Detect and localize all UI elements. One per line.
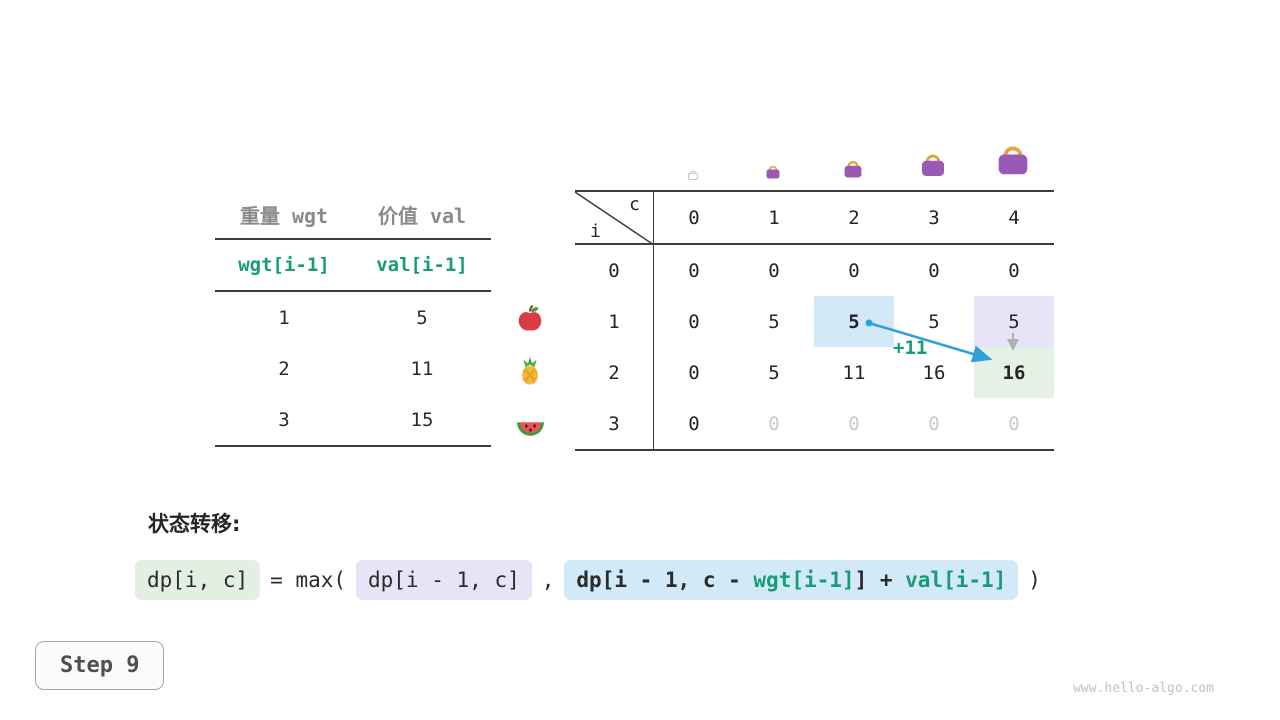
- value-column-header: 价值 val: [377, 203, 467, 228]
- dp-cell-2-2: 11: [842, 361, 866, 384]
- item-row-2: 2 11: [215, 343, 491, 394]
- items-table-subheader: wgt[i-1] val[i-1]: [215, 240, 491, 292]
- state-transition-label: 状态转移:: [148, 512, 241, 536]
- dp-cell-0-3: 0: [928, 259, 940, 282]
- pineapple-icon: [515, 356, 545, 386]
- item-row-1: 1 5: [215, 292, 491, 343]
- dp-cell-3-2: 0: [848, 412, 860, 435]
- bag-icon-capacity-3: [916, 148, 950, 182]
- bag-icon-capacity-2: [840, 156, 866, 182]
- dp-cell-1-0: 0: [688, 310, 700, 333]
- diagonal-divider: [575, 192, 654, 245]
- comma-text: ,: [541, 568, 555, 592]
- item-1-value: 5: [416, 306, 428, 329]
- dp-cell-2-0: 0: [688, 361, 700, 384]
- capacity-bags-row: [575, 128, 1055, 182]
- dp-cell-2-1: 5: [768, 361, 780, 384]
- dp-cell-1-2-source-highlight: 5: [814, 296, 894, 347]
- wgt-term: wgt[i-1]: [753, 568, 855, 592]
- plus-value-annotation: +11: [893, 337, 928, 359]
- dp-cell-2-3: 16: [922, 361, 946, 384]
- dp-col-header-1: 1: [734, 192, 814, 245]
- watermelon-icon: [514, 409, 547, 442]
- dp-col-header-4: 4: [974, 192, 1054, 245]
- item-row-3: 3 15: [215, 394, 491, 445]
- dp-col-header-0: 0: [654, 192, 734, 245]
- dp-current-term: dp[i, c]: [135, 560, 261, 600]
- capacity-axis-label: c: [629, 194, 640, 215]
- dp-row-header-3: 3: [575, 398, 654, 449]
- item-2-weight: 2: [278, 357, 290, 380]
- dp-cell-1-3: 5: [928, 310, 940, 333]
- dp-cell-0-0: 0: [688, 259, 700, 282]
- dp-cell-1-4-compare-highlight: 5: [974, 296, 1054, 347]
- dp-row-header-0: 0: [575, 245, 654, 296]
- step-badge: Step 9: [35, 641, 165, 690]
- wgt-formula-label: wgt[i-1]: [238, 254, 330, 276]
- state-transition-formula: dp[i, c] = max( dp[i - 1, c] , dp[i - 1,…: [135, 560, 1041, 600]
- dp-cell-1-1: 5: [768, 310, 780, 333]
- equals-max-text: = max(: [270, 568, 347, 592]
- take-term-middle: ] +: [854, 568, 906, 592]
- dp-cell-3-0: 0: [688, 412, 700, 435]
- dp-cell-3-4: 0: [1008, 412, 1020, 435]
- take-term-prefix: dp[i - 1, c -: [576, 568, 754, 592]
- dp-corner-cell: c i: [575, 192, 654, 245]
- dp-col-header-2: 2: [814, 192, 894, 245]
- watermark: www.hello-algo.com: [1073, 681, 1214, 696]
- apple-icon: [515, 303, 545, 333]
- dp-row-header-2: 2: [575, 347, 654, 398]
- bag-icon-capacity-4: [991, 138, 1035, 182]
- items-table: 重量 wgt 价值 val wgt[i-1] val[i-1] 1 5 2 11…: [215, 190, 491, 447]
- bag-icon-capacity-1: [763, 162, 783, 182]
- dp-cell-0-1: 0: [768, 259, 780, 282]
- item-2-value: 11: [410, 357, 434, 380]
- val-term: val[i-1]: [905, 568, 1007, 592]
- dp-cell-2-4-result-highlight: 16: [974, 347, 1054, 398]
- dp-row-header-1: 1: [575, 296, 654, 347]
- dp-cell-3-1: 0: [768, 412, 780, 435]
- dp-cell-3-3: 0: [928, 412, 940, 435]
- dp-cell-0-4: 0: [1008, 259, 1020, 282]
- item-1-weight: 1: [278, 306, 290, 329]
- val-formula-label: val[i-1]: [376, 254, 468, 276]
- item-3-weight: 3: [278, 408, 290, 431]
- dp-col-header-3: 3: [894, 192, 974, 245]
- item-axis-label: i: [590, 221, 601, 242]
- item-3-value: 15: [410, 408, 434, 431]
- items-table-header: 重量 wgt 价值 val: [215, 190, 491, 240]
- weight-column-header: 重量 wgt: [239, 203, 329, 228]
- dp-table: c i 0 1 2 3 4 0 0 0 0 0 0 1 0 5 5 5 5 2 …: [575, 190, 1054, 451]
- dp-cell-0-2: 0: [848, 259, 860, 282]
- empty-bag-icon: [686, 168, 700, 182]
- close-paren-text: ): [1028, 568, 1041, 592]
- dp-skip-term: dp[i - 1, c]: [356, 560, 532, 600]
- dp-take-term: dp[i - 1, c - wgt[i-1]] + val[i-1]: [564, 560, 1019, 600]
